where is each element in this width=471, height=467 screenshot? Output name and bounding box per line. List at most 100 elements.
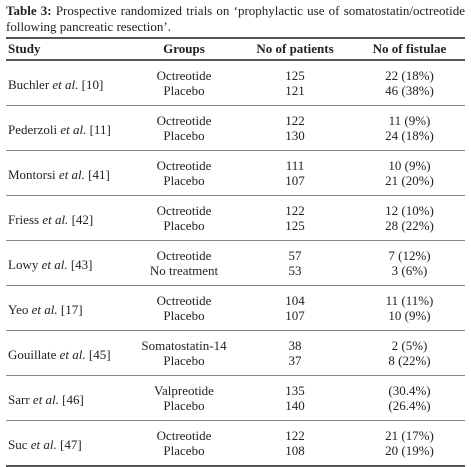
fistulae-cell: 24 (18%) bbox=[354, 128, 465, 151]
group-cell: Placebo bbox=[132, 308, 236, 331]
column-header: Study bbox=[6, 37, 132, 61]
study-author: Suc bbox=[8, 437, 28, 452]
table-row: Placebo 121 46 (38%) bbox=[6, 83, 465, 106]
patients-cell: 38 bbox=[288, 338, 302, 353]
column-header: No of fistulae bbox=[354, 37, 465, 61]
fistulae-cell: 28 (22%) bbox=[354, 218, 465, 241]
study-ref: [17] bbox=[60, 302, 83, 317]
patients-cell: 107 bbox=[236, 308, 354, 331]
study-et-al: et al. bbox=[52, 77, 79, 92]
patients-cell: 140 bbox=[236, 398, 354, 421]
study-cell: Friess et al. [42] bbox=[6, 195, 132, 241]
group-cell: Somatostatin-14 bbox=[141, 338, 227, 353]
fistulae-cell: 10 (9%) bbox=[354, 308, 465, 331]
header-row: Study Groups No of patients No of fistulae bbox=[6, 37, 465, 61]
patients-cell: 104 bbox=[285, 293, 305, 308]
fistulae-cell: 11 (9%) bbox=[388, 113, 431, 128]
study-cell: Pederzoli et al. [11] bbox=[6, 105, 132, 151]
page: Table 3: Prospective randomized trials o… bbox=[0, 3, 471, 467]
group-cell: Octreotide bbox=[156, 203, 212, 218]
table: Study Groups No of patients No of fistulae … bbox=[6, 37, 465, 467]
group-cell: Placebo bbox=[132, 83, 236, 106]
table-row: Montorsi et al. [41] Octreotide 111 10 (9%) bbox=[6, 150, 465, 196]
study-cell: Lowy et al. [43] bbox=[6, 240, 132, 286]
study-author: Lowy bbox=[8, 257, 39, 272]
table-row: Lowy et al. [43] Octreotide 57 7 (12%) bbox=[6, 240, 465, 286]
caption-text: Prospective randomized trials on ‘prophy… bbox=[6, 3, 465, 34]
study-author: Yeo bbox=[8, 302, 29, 317]
fistulae-cell: 10 (9%) bbox=[388, 158, 431, 173]
study-ref: [45] bbox=[88, 347, 111, 362]
patients-cell: 125 bbox=[236, 218, 354, 241]
group-cell: Octreotide bbox=[156, 68, 212, 83]
table-row: Buchler et al. [10] Octreotide 125 22 (18%) bbox=[6, 60, 465, 106]
study-cell: Yeo et al. [17] bbox=[6, 285, 132, 331]
table-body: Buchler et al. [10] Octreotide 125 22 (18%)… bbox=[6, 60, 465, 467]
table-row: No treatment 53 3 (6%) bbox=[6, 263, 465, 286]
fistulae-cell: 21 (17%) bbox=[385, 428, 434, 443]
patients-cell: 122 bbox=[285, 428, 305, 443]
group-cell: Octreotide bbox=[156, 428, 212, 443]
study-cell: Gouillate et al. [45] bbox=[6, 330, 132, 376]
study-et-al: et al. bbox=[60, 122, 87, 137]
group-cell: Placebo bbox=[132, 398, 236, 421]
fistulae-cell: 7 (12%) bbox=[388, 248, 431, 263]
table-row: Pederzoli et al. [11] Octreotide 122 11 (9%… bbox=[6, 105, 465, 151]
group-cell: Octreotide bbox=[156, 158, 212, 173]
study-cell: Buchler et al. [10] bbox=[6, 60, 132, 106]
study-ref: [41] bbox=[88, 167, 110, 182]
fistulae-cell: (30.4%) bbox=[388, 383, 431, 398]
patients-cell: 121 bbox=[236, 83, 354, 106]
fistulae-cell: 3 (6%) bbox=[354, 263, 465, 286]
study-cell: Sarr et al. [46] bbox=[6, 375, 132, 421]
study-ref: [10] bbox=[81, 77, 104, 92]
group-cell: Placebo bbox=[132, 173, 236, 196]
patients-cell: 107 bbox=[236, 173, 354, 196]
table-row: Placebo 130 24 (18%) bbox=[6, 128, 465, 151]
group-cell: Placebo bbox=[132, 353, 236, 376]
fistulae-cell: 22 (18%) bbox=[385, 68, 434, 83]
study-et-al: et al. bbox=[59, 347, 86, 362]
fistulae-cell: 46 (38%) bbox=[354, 83, 465, 106]
group-cell: Placebo bbox=[132, 443, 236, 467]
group-cell: Valpreotide bbox=[154, 383, 214, 398]
table-caption: Table 3: Prospective randomized trials o… bbox=[6, 3, 465, 37]
table-row: Friess et al. [42] Octreotide 122 12 (10%) bbox=[6, 195, 465, 241]
group-cell: Placebo bbox=[132, 128, 236, 151]
study-ref: [47] bbox=[60, 437, 82, 452]
fistulae-cell: 8 (22%) bbox=[354, 353, 465, 376]
table-row: Placebo 37 8 (22%) bbox=[6, 353, 465, 376]
fistulae-cell: (26.4%) bbox=[354, 398, 465, 421]
study-ref: [42] bbox=[71, 212, 94, 227]
study-ref: [43] bbox=[70, 257, 93, 272]
patients-cell: 122 bbox=[285, 203, 305, 218]
study-author: Gouillate bbox=[8, 347, 57, 362]
group-cell: Placebo bbox=[132, 218, 236, 241]
table-row: Suc et al. [47] Octreotide 122 21 (17%) bbox=[6, 420, 465, 467]
column-header: No of patients bbox=[236, 37, 354, 61]
group-cell: Octreotide bbox=[156, 293, 212, 308]
table-row: Gouillate et al. [45] Somatostatin-14 38 2 … bbox=[6, 330, 465, 376]
group-cell: Octreotide bbox=[156, 248, 212, 263]
patients-cell: 111 bbox=[285, 158, 305, 173]
study-et-al: et al. bbox=[32, 392, 59, 407]
patients-cell: 37 bbox=[236, 353, 354, 376]
table-row: Placebo 107 10 (9%) bbox=[6, 308, 465, 331]
study-et-al: et al. bbox=[41, 257, 68, 272]
study-ref: [46] bbox=[62, 392, 84, 407]
caption-label: Table 3: bbox=[6, 3, 52, 18]
patients-cell: 108 bbox=[236, 443, 354, 467]
study-cell: Montorsi et al. [41] bbox=[6, 150, 132, 196]
study-et-al: et al. bbox=[30, 437, 57, 452]
fistulae-cell: 12 (10%) bbox=[385, 203, 434, 218]
fistulae-cell: 20 (19%) bbox=[354, 443, 465, 467]
study-cell: Suc et al. [47] bbox=[6, 420, 132, 467]
study-author: Sarr bbox=[8, 392, 30, 407]
study-et-al: et al. bbox=[31, 302, 58, 317]
table-row: Yeo et al. [17] Octreotide 104 11 (11%) bbox=[6, 285, 465, 331]
patients-cell: 57 bbox=[288, 248, 302, 263]
table-row: Sarr et al. [46] Valpreotide 135 (30.4%) bbox=[6, 375, 465, 421]
study-et-al: et al. bbox=[42, 212, 69, 227]
study-ref: [11] bbox=[89, 122, 111, 137]
patients-cell: 135 bbox=[285, 383, 305, 398]
